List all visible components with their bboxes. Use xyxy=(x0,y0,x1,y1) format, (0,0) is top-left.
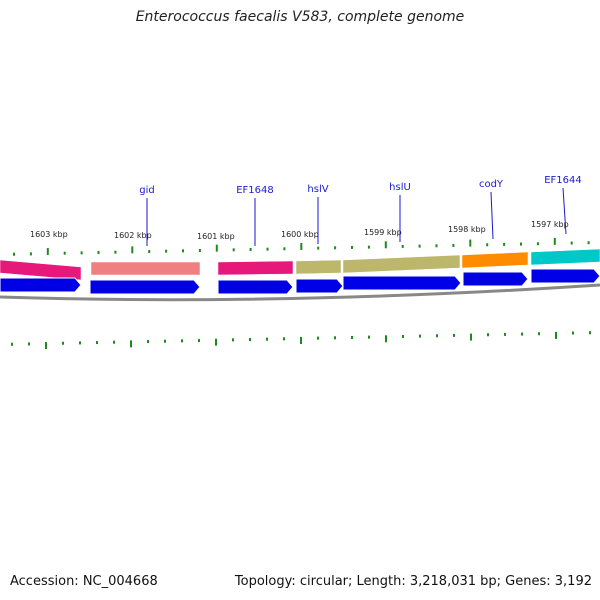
feature-segment xyxy=(295,259,342,275)
forward-arrow xyxy=(0,277,82,293)
gene-label: codY xyxy=(479,179,504,190)
forward-arrow xyxy=(217,279,294,295)
forward-arrow xyxy=(89,279,201,295)
feature-segment xyxy=(217,260,294,276)
gene-label: EF1648 xyxy=(236,185,274,196)
feature-segment xyxy=(530,248,600,266)
forward-arrow xyxy=(462,271,529,287)
gene-label: hslU xyxy=(389,182,411,193)
gene-label: hslV xyxy=(307,184,328,195)
feature-segment xyxy=(342,254,461,274)
forward-arrow xyxy=(530,268,600,284)
accession-text: Accession: NC_004668 xyxy=(10,574,158,589)
forward-arrow xyxy=(342,275,462,291)
gene-label: gid xyxy=(139,185,154,196)
kbp-label: 1600 kbp xyxy=(281,230,319,239)
gene-labels: gid EF1648 hslV hslU codY EF1644 xyxy=(139,175,582,246)
map-title: Enterococcus faecalis V583, complete gen… xyxy=(135,9,465,25)
forward-arrow xyxy=(295,278,344,294)
kbp-labels: 1603 kbp 1602 kbp 1601 kbp 1600 kbp 1599 kbp… xyxy=(30,220,569,241)
feature-segment xyxy=(0,259,82,281)
kbp-label: 1601 kbp xyxy=(197,232,235,241)
feature-segment xyxy=(90,261,201,276)
gene-pointer-line xyxy=(490,191,494,240)
feature-segment xyxy=(461,251,529,269)
kbp-label: 1597 kbp xyxy=(531,220,569,229)
forward-strand-arrows xyxy=(0,268,600,295)
kbp-label: 1602 kbp xyxy=(114,231,152,240)
feature-segments xyxy=(0,248,600,281)
genome-summary-text: Topology: circular; Length: 3,218,031 bp… xyxy=(234,574,592,589)
kbp-label: 1599 kbp xyxy=(364,228,402,237)
kbp-label: 1603 kbp xyxy=(30,230,68,239)
scale-ticks-top xyxy=(13,237,590,256)
gene-pointer-line xyxy=(562,187,567,235)
genome-backbone xyxy=(0,283,600,302)
gene-label: EF1644 xyxy=(544,175,582,186)
scale-ticks-bottom xyxy=(11,331,591,350)
kbp-label: 1598 kbp xyxy=(448,225,486,234)
